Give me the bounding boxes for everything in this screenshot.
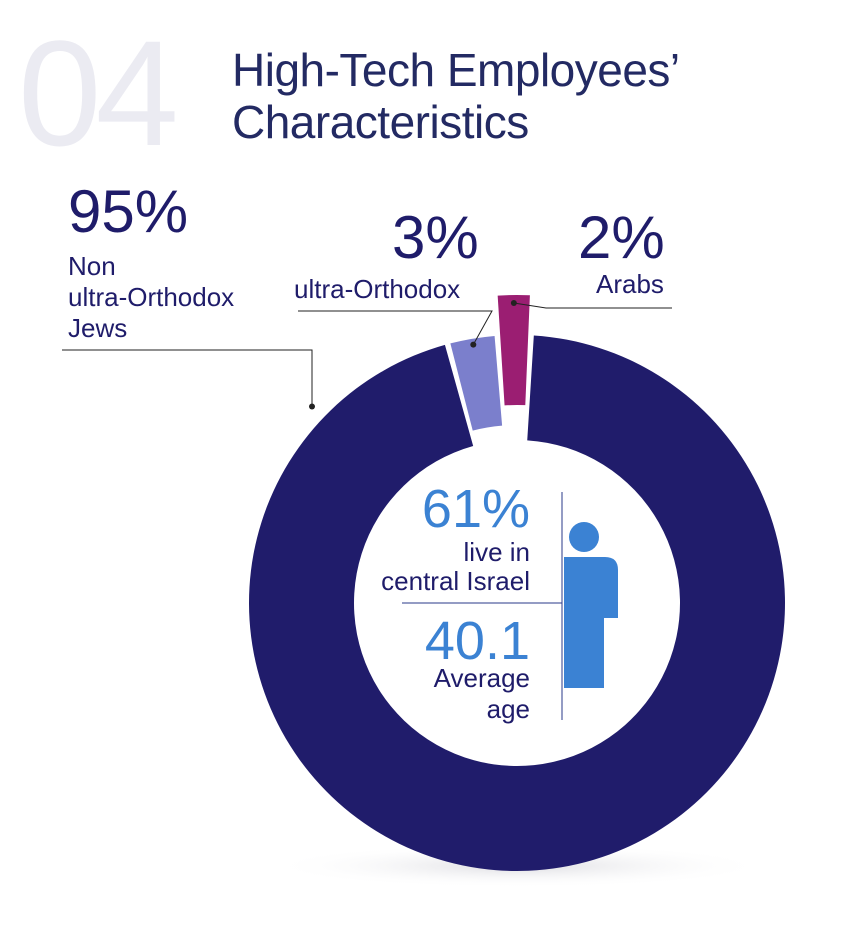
title-line-2: Characteristics — [232, 96, 529, 148]
center-stat-age-label-2: age — [486, 694, 530, 724]
leader-arabs-dot — [510, 300, 517, 307]
slice-jews-label-line-3: Jews — [68, 313, 128, 343]
slice-arabs-label: Arabs — [596, 269, 664, 299]
center-stat-central-label-1: live in — [463, 537, 530, 567]
slice-non-ultra-orthodox-jews — [249, 335, 785, 872]
slice-arabs — [497, 295, 530, 406]
page-title: High-Tech Employees’ Characteristics — [232, 44, 680, 148]
center-stat-age-label-1: Average — [433, 663, 530, 693]
slices-group — [249, 295, 785, 872]
leader-jews-dot — [309, 403, 315, 410]
slice-jews-percent: 95% — [68, 178, 189, 245]
leader-orthodox-line — [298, 310, 493, 345]
center-stat-central-label-2: central Israel — [381, 566, 530, 596]
slice-jews-label-line-1: Non — [68, 251, 116, 281]
section-number: 04 — [18, 9, 179, 177]
center-stat-central-value: 61% — [421, 479, 530, 539]
leader-jews-line — [62, 349, 313, 407]
leader-lines — [62, 300, 672, 410]
slice-jews-label-line-2: ultra-Orthodox — [68, 282, 235, 312]
leader-orthodox-dot — [470, 341, 477, 348]
center-stat-age-value: 40.1 — [424, 611, 530, 671]
person-icon — [564, 522, 618, 688]
slice-ultra-orthodox — [450, 335, 503, 431]
slice-orthodox-label: ultra-Orthodox — [294, 274, 461, 304]
slice-orthodox-percent: 3% — [392, 204, 479, 271]
slice-arabs-percent: 2% — [578, 204, 665, 271]
leader-arabs-line — [513, 302, 672, 309]
title-line-1: High-Tech Employees’ — [232, 44, 680, 96]
